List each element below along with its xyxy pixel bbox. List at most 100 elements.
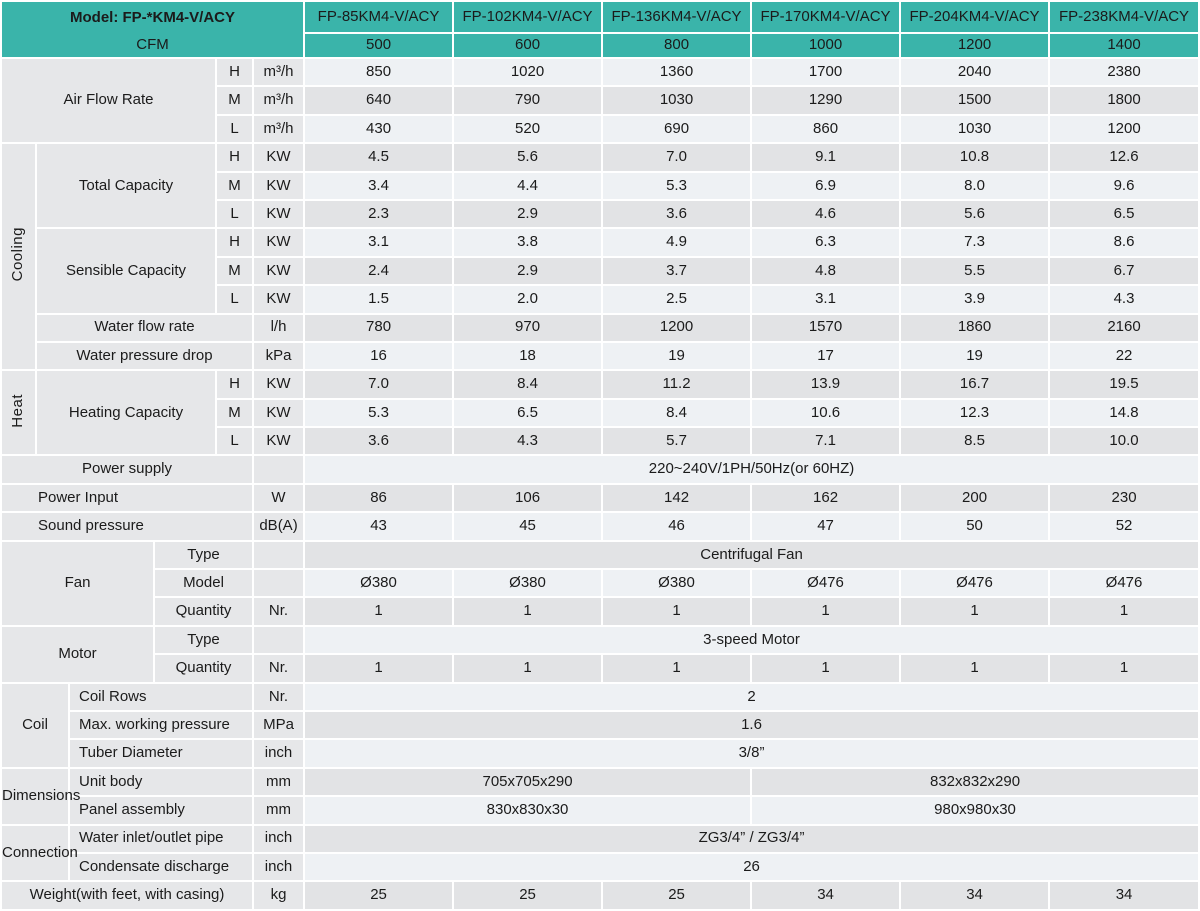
cell-sound-5: 50 [901,513,1049,540]
speed-h: H [217,59,252,86]
fan-model-unit-empty [254,570,304,597]
cfm-value-5: 1200 [901,34,1049,57]
cell-sensible-l-6: 4.3 [1050,286,1199,313]
cell-airflow-h-2: 1020 [454,59,602,86]
cell-airflow-h-5: 2040 [901,59,1049,86]
cell-waterflow-2: 970 [454,314,602,341]
cell-waterdrop-5: 19 [901,342,1049,370]
cell-weight-1: 25 [305,882,453,909]
kw-unit: KW [254,200,304,228]
kw-unit: KW [254,286,304,313]
coil-rows-unit: Nr. [254,683,304,710]
condensate-label: Condensate discharge [70,853,252,881]
cell-sensible-h-1: 3.1 [305,229,453,256]
airflow-label: Air Flow Rate [2,59,215,143]
cell-total-m-3: 5.3 [603,172,751,199]
cell-weight-2: 25 [454,882,602,909]
row-airflow-m: M m³/h 640 790 1030 1290 1500 1800 [2,87,1199,114]
cell-motorqty-6: 1 [1050,655,1199,682]
cell-total-m-2: 4.4 [454,172,602,199]
cell-waterflow-5: 1860 [901,314,1049,341]
cell-heating-h-2: 8.4 [454,371,602,398]
row-sensible-h: Sensible Capacity H KW 3.1 3.8 4.9 6.3 7… [2,229,1199,313]
col-header-model-2: FP-102KM4-V/ACY [454,2,602,32]
cell-sensible-m-5: 5.5 [901,257,1049,285]
cell-motorqty-3: 1 [603,655,751,682]
cell-total-l-2: 2.9 [454,200,602,228]
cell-waterdrop-3: 19 [603,342,751,370]
cell-heating-h-6: 19.5 [1050,371,1199,398]
cfm-value-6: 1400 [1050,34,1199,57]
cell-waterflow-1: 780 [305,314,453,341]
cell-power-4: 162 [752,484,900,512]
cell-total-m-5: 8.0 [901,172,1049,199]
panel-assembly-unit: mm [254,797,304,824]
model-label: Model: FP-*KM4-V/ACY [70,8,236,26]
row-heating-m: M KW 5.3 6.5 8.4 10.6 12.3 14.8 [2,399,1199,427]
cell-sensible-h-3: 4.9 [603,229,751,256]
cell-waterflow-4: 1570 [752,314,900,341]
speed-h: H [217,229,252,256]
cell-total-h-1: 4.5 [305,144,453,171]
cell-heating-h-5: 16.7 [901,371,1049,398]
fan-type-label: Type [155,541,252,569]
fan-model-label: Model [155,570,252,597]
cell-sensible-l-1: 1.5 [305,286,453,313]
cell-heating-l-5: 8.5 [901,428,1049,455]
cell-airflow-m-6: 1800 [1050,87,1199,114]
cell-fanqty-5: 1 [901,598,1049,625]
weight-unit: kg [254,882,304,909]
cell-fanmodel-2: Ø380 [454,570,602,597]
col-header-model-6: FP-238KM4-V/ACY [1050,2,1199,32]
row-fan-type: Fan Type Centrifugal Fan [2,541,1199,625]
speed-m: M [217,87,252,114]
row-dim-unit-body: Dimensions Unit body mm 705x705x290 832x… [2,768,1199,824]
speed-h: H [217,371,252,398]
power-input-label: Power Input [2,484,252,512]
cell-heating-m-1: 5.3 [305,399,453,427]
cell-sensible-l-3: 2.5 [603,286,751,313]
kw-unit: KW [254,399,304,427]
cell-sensible-m-6: 6.7 [1050,257,1199,285]
fan-qty-unit: Nr. [254,598,304,625]
heat-group-label: Heat [2,371,35,455]
power-supply-unit-empty [254,456,304,483]
water-drop-unit: kPa [254,342,304,370]
cell-fanmodel-1: Ø380 [305,570,453,597]
cell-heating-h-1: 7.0 [305,371,453,398]
cell-waterdrop-4: 17 [752,342,900,370]
cell-sound-6: 52 [1050,513,1199,540]
coil-tube-value: 3/8” [305,740,1199,767]
cfm-value-2: 600 [454,34,602,57]
cell-airflow-m-2: 790 [454,87,602,114]
cfm-label: CFM [136,36,169,54]
cell-sound-2: 45 [454,513,602,540]
cell-fanmodel-4: Ø476 [752,570,900,597]
cell-airflow-l-6: 1200 [1050,115,1199,143]
row-coil-pressure: Max. working pressure MPa 1.6 [2,711,1199,739]
motor-qty-unit: Nr. [254,655,304,682]
cell-heating-l-3: 5.7 [603,428,751,455]
cell-waterdrop-1: 16 [305,342,453,370]
row-sensible-l: L KW 1.5 2.0 2.5 3.1 3.9 4.3 [2,286,1199,313]
cell-sensible-m-4: 4.8 [752,257,900,285]
cell-airflow-h-6: 2380 [1050,59,1199,86]
cell-sensible-l-4: 3.1 [752,286,900,313]
cell-waterdrop-2: 18 [454,342,602,370]
panel-assembly-label: Panel assembly [70,797,252,824]
cell-airflow-l-1: 430 [305,115,453,143]
sound-pressure-label: Sound pressure [2,513,252,540]
fan-group-label: Fan [2,541,153,625]
row-water-drop: Water pressure drop kPa 16 18 19 17 19 2… [2,342,1199,370]
cell-fanqty-2: 1 [454,598,602,625]
motor-type-value: 3-speed Motor [305,626,1199,654]
cell-airflow-h-4: 1700 [752,59,900,86]
speed-m: M [217,399,252,427]
condensate-unit: inch [254,853,304,881]
cell-total-m-6: 9.6 [1050,172,1199,199]
cell-airflow-l-4: 860 [752,115,900,143]
cell-sensible-m-3: 3.7 [603,257,751,285]
cell-sensible-l-5: 3.9 [901,286,1049,313]
unit-body-value-left: 705x705x290 [305,768,751,796]
power-input-unit: W [254,484,304,512]
